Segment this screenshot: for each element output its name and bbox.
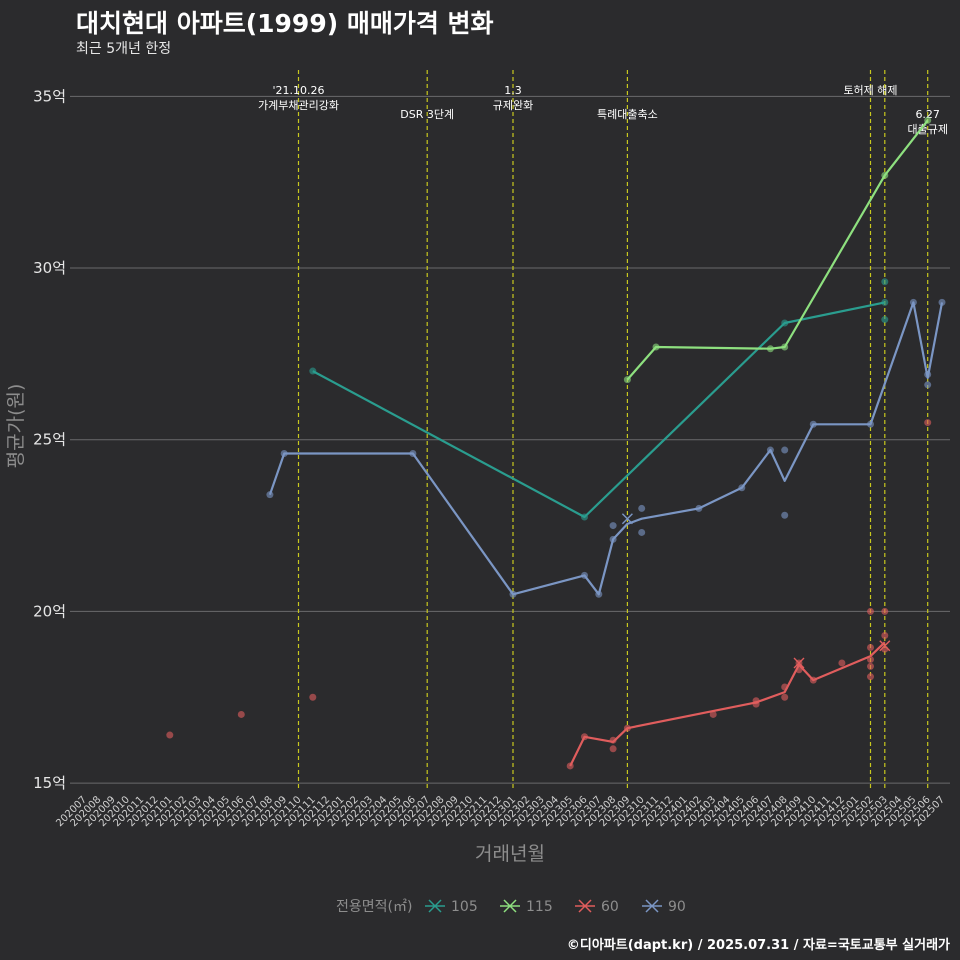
data-point-115 [766, 345, 774, 353]
legend-title: 전용면적(㎡) [336, 899, 412, 915]
data-point-90 [280, 449, 288, 457]
legend-label: 90 [668, 899, 686, 915]
event-label: 토허제 해제 [843, 83, 897, 97]
data-point-60 [867, 643, 874, 651]
event-label: 1.3 [504, 84, 522, 97]
data-point-60 [609, 736, 617, 744]
grid-lines [70, 95, 950, 784]
event-label: 특례대출축소 [597, 108, 658, 121]
data-point-90 [938, 298, 946, 306]
data-point-90 [509, 590, 517, 598]
data-point-90 [609, 522, 617, 530]
data-point-90 [738, 484, 746, 492]
data-point-90 [909, 298, 917, 306]
data-point-60 [166, 731, 174, 739]
data-point-105 [881, 316, 889, 324]
data-point-60 [781, 693, 789, 701]
data-point-105 [881, 278, 889, 286]
data-point-90 [867, 420, 874, 428]
legend-key-cross [503, 899, 517, 913]
data-point-60 [867, 673, 874, 681]
series-line-60 [569, 641, 886, 767]
data-point-90 [809, 420, 817, 428]
data-point-60 [581, 733, 588, 741]
data-point-60 [795, 666, 803, 674]
series-line-115 [626, 119, 929, 381]
event-label: 규제완화 [493, 99, 533, 112]
data-point-90 [595, 590, 603, 598]
data-point-90 [924, 370, 932, 378]
event-label: 대출규제 [907, 123, 947, 136]
data-point-60 [752, 697, 760, 705]
data-point-60 [838, 659, 846, 667]
y-axis-ticks: 15억 20억 25억 30억 35억 [33, 87, 66, 792]
event-label: DSR 3단계 [400, 108, 454, 121]
data-point-60 [781, 683, 789, 691]
chart-title: 대치현대 아파트(1999) 매매가격 변화 [76, 9, 494, 38]
data-point-90 [581, 571, 588, 579]
x-axis-ticks: 2020072020082020092020102020112020122021… [54, 794, 947, 829]
series-lines [166, 116, 946, 770]
x-axis-title: 거래년월 [475, 843, 545, 865]
data-point-60 [609, 745, 617, 753]
data-point-90 [695, 504, 703, 512]
data-point-105 [309, 367, 317, 375]
event-label: 6.27 [915, 108, 940, 121]
cross-marker-90 [621, 513, 633, 525]
data-point-60 [867, 656, 874, 664]
data-point-60 [867, 662, 874, 670]
y-tick-label: 15억 [33, 774, 66, 792]
data-point-60 [623, 724, 631, 732]
data-point-90 [266, 491, 274, 499]
y-tick-label: 30억 [33, 259, 66, 277]
series-line-105 [312, 301, 886, 519]
data-point-115 [623, 376, 631, 384]
data-point-90 [609, 535, 617, 543]
data-point-60 [809, 676, 817, 684]
y-tick-label: 20억 [33, 602, 66, 620]
data-point-115 [924, 116, 932, 124]
y-tick-label: 35억 [33, 87, 66, 105]
data-point-60 [237, 710, 245, 718]
source-caption: ©디아파트(dapt.kr) / 2025.07.31 / 자료=국토교통부 실… [566, 938, 950, 953]
data-point-90 [924, 381, 932, 389]
data-point-115 [652, 343, 660, 351]
data-point-115 [881, 171, 889, 179]
data-point-90 [638, 528, 646, 536]
data-point-60 [709, 710, 717, 718]
data-point-105 [881, 298, 889, 306]
y-tick-label: 25억 [33, 431, 66, 449]
event-label: '21.10.26 [272, 84, 324, 97]
cross-marker-60 [879, 640, 891, 652]
data-point-105 [581, 513, 588, 521]
data-point-60 [924, 419, 932, 427]
legend-key-cross [645, 899, 659, 913]
event-label: 가계부채관리강화 [258, 99, 339, 112]
series-line-90 [268, 301, 944, 596]
cross-marker-60 [793, 657, 805, 669]
data-point-105 [781, 319, 789, 327]
data-point-90 [781, 446, 789, 454]
data-point-90 [638, 504, 646, 512]
legend-label: 115 [526, 899, 553, 915]
data-point-90 [766, 446, 774, 454]
chart-subtitle: 최근 5개년 한정 [76, 41, 172, 57]
legend-label: 60 [601, 899, 619, 915]
legend-key-cross [428, 899, 442, 913]
y-axis-title: 평균가(원) [5, 384, 27, 469]
data-point-60 [309, 693, 317, 701]
legend: 전용면적(㎡) 105 115 60 90 [336, 899, 686, 915]
legend-label: 105 [451, 899, 478, 915]
legend-key-cross [578, 899, 592, 913]
data-point-90 [409, 449, 417, 457]
data-point-60 [881, 607, 889, 615]
data-point-60 [867, 607, 874, 615]
data-point-115 [781, 343, 789, 351]
data-point-60 [566, 762, 574, 770]
data-point-90 [781, 511, 789, 519]
data-point-60 [881, 631, 889, 639]
